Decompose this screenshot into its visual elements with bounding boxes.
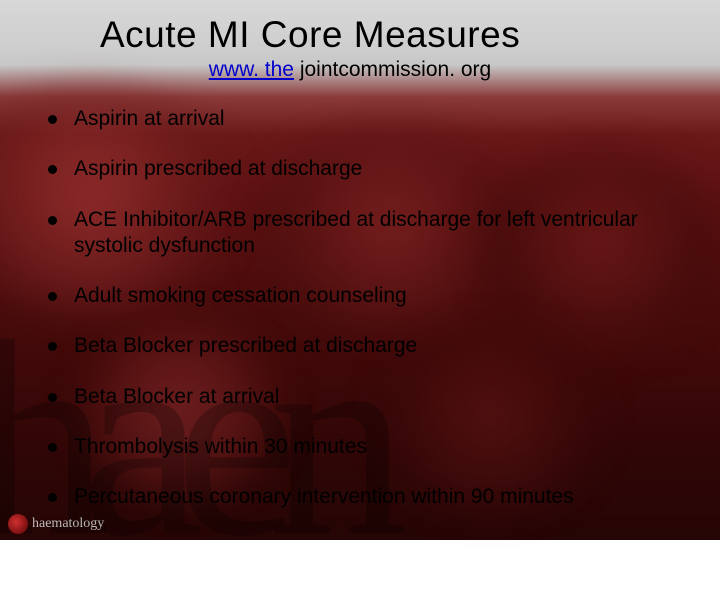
content-area: Aspirin at arrival Aspirin prescribed at…: [0, 88, 720, 510]
bullet-text: Beta Blocker prescribed at discharge: [74, 334, 417, 357]
list-item: Aspirin at arrival: [48, 106, 670, 132]
bullet-list: Aspirin at arrival Aspirin prescribed at…: [48, 106, 670, 510]
slide-subtitle: www. the jointcommission. org: [100, 58, 680, 82]
logo-icon: [8, 514, 28, 534]
list-item: Thrombolysis within 30 minutes: [48, 434, 670, 460]
logo-text: haematology: [32, 516, 104, 532]
subtitle-rest: jointcommission. org: [294, 58, 491, 81]
list-item: ACE Inhibitor/ARB prescribed at discharg…: [48, 207, 670, 260]
bullet-text: Percutaneous coronary intervention withi…: [74, 485, 574, 508]
footer-logo: haematology: [8, 514, 104, 534]
bullet-text: Aspirin prescribed at discharge: [74, 157, 362, 180]
list-item: Adult smoking cessation counseling: [48, 283, 670, 309]
slide-title: Acute MI Core Measures: [100, 14, 680, 56]
list-item: Beta Blocker at arrival: [48, 384, 670, 410]
bullet-text: ACE Inhibitor/ARB prescribed at discharg…: [74, 208, 638, 257]
slide: haen Acute MI Core Measures www. the joi…: [0, 0, 720, 540]
title-area: Acute MI Core Measures www. the jointcom…: [0, 0, 720, 88]
bullet-text: Aspirin at arrival: [74, 107, 225, 130]
list-item: Percutaneous coronary intervention withi…: [48, 484, 670, 510]
list-item: Beta Blocker prescribed at discharge: [48, 333, 670, 359]
subtitle-link[interactable]: www. the: [209, 58, 294, 81]
list-item: Aspirin prescribed at discharge: [48, 156, 670, 182]
bullet-text: Adult smoking cessation counseling: [74, 284, 407, 307]
bullet-text: Thrombolysis within 30 minutes: [74, 435, 367, 458]
bullet-text: Beta Blocker at arrival: [74, 385, 279, 408]
